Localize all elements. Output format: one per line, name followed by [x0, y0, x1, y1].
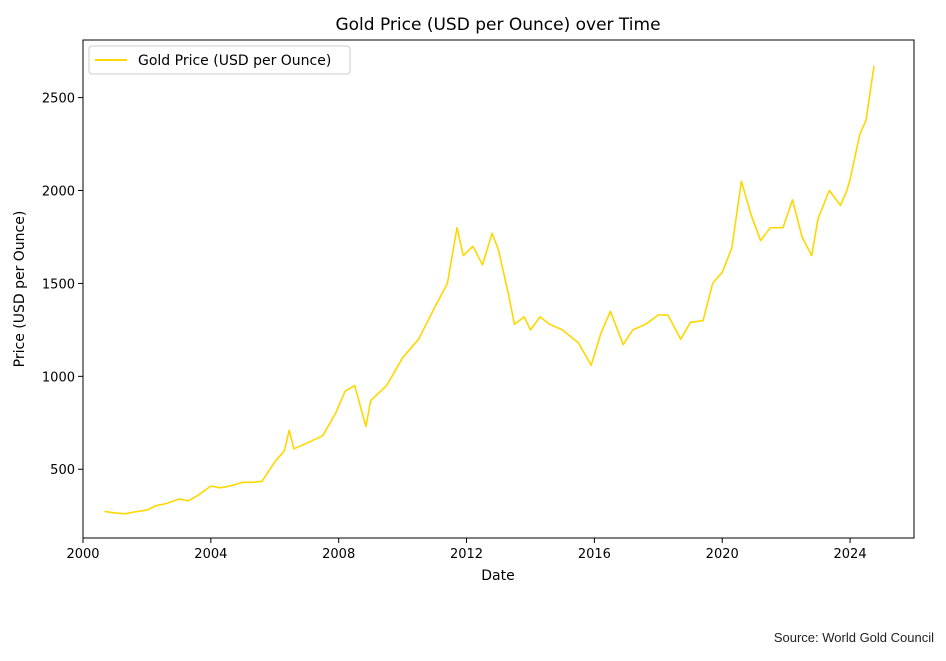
y-tick-label: 1500 [42, 277, 75, 292]
legend: Gold Price (USD per Ounce) [88, 45, 351, 75]
x-tick-label: 2000 [66, 547, 99, 562]
y-axis: 500 1000 1500 2000 2500 [42, 92, 83, 478]
legend-label: Gold Price (USD per Ounce) [138, 53, 331, 69]
gold-price-line [104, 65, 875, 515]
x-tick-label: 2008 [322, 547, 355, 562]
y-tick-label: 2000 [42, 185, 75, 200]
chart-title: Gold Price (USD per Ounce) over Time [335, 15, 660, 35]
source-note: Source: World Gold Council [773, 630, 934, 645]
x-tick-label: 2016 [578, 547, 611, 562]
x-tick-label: 2024 [834, 547, 867, 562]
y-axis-label: Price (USD per Ounce) [12, 211, 28, 368]
y-tick-label: 500 [50, 463, 75, 478]
x-tick-label: 2020 [706, 547, 739, 562]
plot-area [82, 39, 915, 539]
x-axis: 2000 2004 2008 2012 2016 2020 2024 [66, 538, 867, 562]
x-tick-label: 2004 [194, 547, 227, 562]
y-tick-label: 1000 [42, 370, 75, 385]
legend-box [88, 45, 351, 75]
x-axis-label: Date [481, 568, 514, 584]
x-tick-label: 2012 [450, 547, 483, 562]
y-tick-label: 2500 [42, 92, 75, 107]
